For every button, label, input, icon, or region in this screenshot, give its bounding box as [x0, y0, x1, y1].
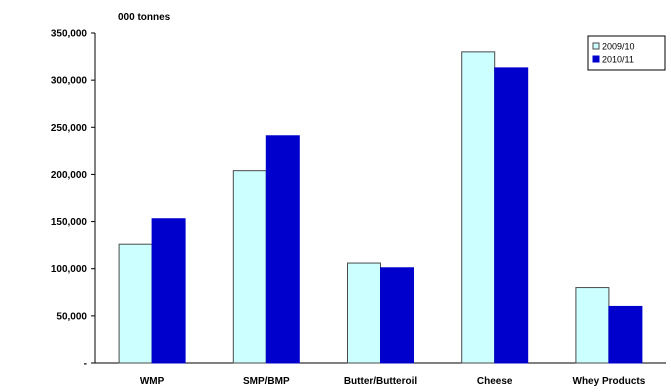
legend-box [587, 35, 666, 71]
bar-2010-11-4 [608, 305, 643, 364]
bar-2009-10-1 [232, 170, 267, 364]
bar-2009-10-4 [575, 287, 610, 364]
legend-label: 2009/10 [602, 42, 635, 52]
y-tick-label: 150,000 [51, 217, 88, 228]
bar-2009-10-2 [347, 262, 381, 364]
x-category-label: SMP/BMP [243, 376, 290, 387]
legend: 2009/10 2010/11 [587, 35, 666, 71]
bar-2009-10-0 [118, 243, 153, 364]
y-tick-label: 350,000 [51, 29, 88, 40]
legend-swatch [592, 55, 600, 63]
y-ticks: - 50,000 100,000 150,000 200,000 250,000 300,0… [51, 29, 95, 370]
bar-2010-11-3 [494, 67, 529, 364]
bars [118, 51, 643, 364]
y-tick-label: 200,000 [51, 170, 88, 181]
bar-2010-11-0 [151, 218, 186, 364]
y-tick-label: 50,000 [56, 311, 87, 322]
x-category-label: Butter/Butteroil [344, 376, 418, 387]
bar-2009-10-3 [461, 51, 496, 364]
legend-swatch [592, 42, 600, 50]
x-category-label: Whey Products [573, 376, 646, 387]
y-tick-label: 100,000 [51, 264, 88, 275]
y-tick-label: - [84, 359, 87, 370]
x-category-label: Cheese [477, 376, 513, 387]
x-categories: WMP SMP/BMP Butter/Butteroil Cheese Whey Pro… [140, 376, 646, 387]
x-category-label: WMP [140, 376, 165, 387]
bar-2010-11-2 [380, 267, 414, 364]
y-tick-label: 250,000 [51, 123, 88, 134]
legend-label: 2010/11 [602, 55, 634, 65]
y-tick-label: 300,000 [51, 76, 88, 87]
y-unit-label: 000 tonnes [118, 12, 171, 23]
bar-2010-11-1 [265, 135, 300, 364]
